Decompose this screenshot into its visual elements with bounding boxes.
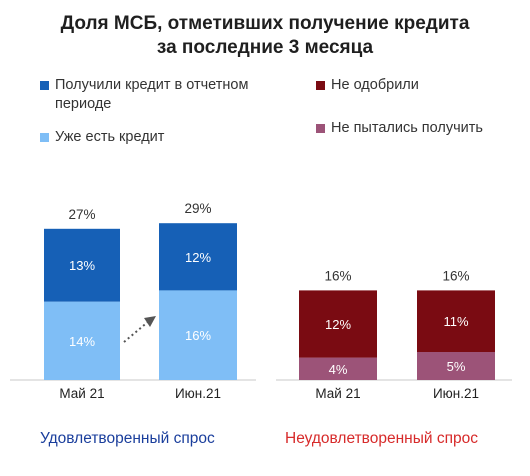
- section-label-satisfied: Удовлетворенный спрос: [40, 430, 215, 447]
- bar-segment-unsatisfied-0-1: [299, 290, 377, 358]
- data-label-unsatisfied-1-1: 11%: [443, 314, 468, 329]
- trend-arrow-head: [144, 316, 156, 327]
- data-label-unsatisfied-0-0: 4%: [329, 362, 348, 377]
- bar-segment-unsatisfied-1-0: [417, 352, 495, 380]
- total-label-unsatisfied-0: 16%: [324, 268, 351, 283]
- data-label-unsatisfied-1-0: 5%: [447, 359, 466, 374]
- category-label-unsatisfied-1: Июн.21: [433, 386, 479, 401]
- legend-item-received: Получили кредит в отчетном периоде: [40, 76, 280, 114]
- category-label-unsatisfied-0: Май 21: [315, 386, 360, 401]
- data-label-satisfied-1-0: 16%: [185, 328, 211, 343]
- legend-label-not-approved: Не одобрили: [331, 77, 419, 93]
- legend-item-has-credit: Уже есть кредит: [40, 128, 164, 147]
- bar-segment-satisfied-0-1: [44, 228, 120, 302]
- bar-segment-unsatisfied-1-1: [417, 290, 495, 352]
- total-label-unsatisfied-1: 16%: [442, 268, 469, 283]
- category-label-satisfied-1: Июн.21: [175, 386, 221, 401]
- bar-segment-satisfied-1-1: [159, 223, 237, 291]
- data-label-satisfied-1-1: 12%: [185, 250, 211, 265]
- legend-label-received: Получили кредит в отчетном периоде: [55, 77, 249, 112]
- legend-label-has-credit: Уже есть кредит: [55, 129, 165, 145]
- bar-segment-satisfied-1-0: [159, 290, 237, 380]
- chart-title: Доля МСБ, отметивших получение кредита з…: [0, 12, 530, 60]
- bar-segment-satisfied-0-0: [44, 301, 120, 380]
- legend-swatch-not-tried: [316, 124, 325, 133]
- legend-label-not-tried: Не пытались получить: [331, 120, 483, 136]
- title-line-1: Доля МСБ, отметивших получение кредита: [60, 13, 470, 34]
- legend-swatch-not-approved: [316, 81, 325, 90]
- legend-item-not-approved: Не одобрили: [316, 76, 419, 95]
- data-label-satisfied-0-0: 14%: [69, 334, 95, 349]
- section-label-unsatisfied: Неудовлетворенный спрос: [285, 430, 478, 447]
- legend-item-not-tried: Не пытались получить: [316, 119, 483, 138]
- total-label-satisfied-0: 27%: [68, 207, 95, 222]
- legend-swatch-has-credit: [40, 133, 49, 142]
- total-label-satisfied-1: 29%: [184, 201, 211, 216]
- data-label-unsatisfied-0-1: 12%: [325, 317, 351, 332]
- data-label-satisfied-0-1: 13%: [69, 258, 95, 273]
- trend-arrow-line: [123, 320, 150, 343]
- legend-swatch-received: [40, 81, 49, 90]
- title-line-2: за последние 3 месяца: [156, 37, 374, 58]
- bar-segment-unsatisfied-0-0: [299, 357, 377, 380]
- category-label-satisfied-0: Май 21: [59, 386, 104, 401]
